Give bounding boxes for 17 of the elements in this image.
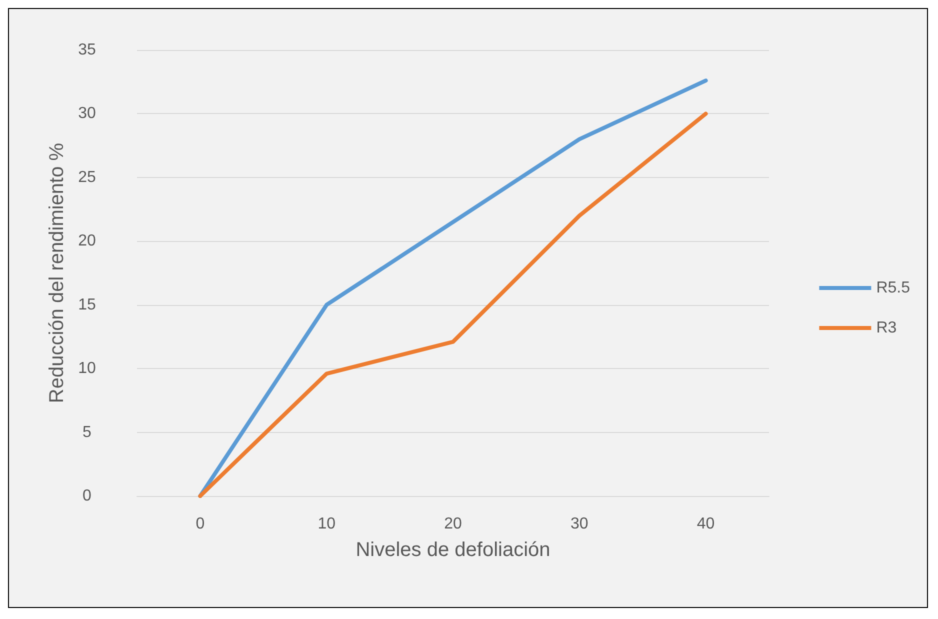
y-tick-label: 10 bbox=[78, 360, 96, 378]
y-tick-label: 0 bbox=[82, 488, 92, 504]
legend-label: R3 bbox=[876, 320, 897, 336]
y-tick-label: 5 bbox=[82, 424, 92, 441]
y-tick-label: 35 bbox=[78, 42, 96, 58]
y-tick-label: 20 bbox=[78, 232, 96, 250]
x-tick-label: 20 bbox=[444, 516, 462, 532]
x-tick-label: 40 bbox=[696, 516, 715, 532]
y-tick-label: 30 bbox=[78, 105, 96, 122]
y-tick-label: 25 bbox=[78, 168, 96, 186]
y-axis-title: Reducción del rendimiento % bbox=[46, 142, 68, 404]
x-tick-label: 30 bbox=[570, 516, 588, 532]
y-tick-label: 15 bbox=[78, 296, 96, 314]
x-tick-label: 0 bbox=[196, 516, 205, 532]
x-axis-title: Niveles de defoliación bbox=[356, 539, 550, 561]
legend-label: R5.5 bbox=[876, 280, 910, 296]
x-tick-label: 10 bbox=[318, 516, 336, 532]
